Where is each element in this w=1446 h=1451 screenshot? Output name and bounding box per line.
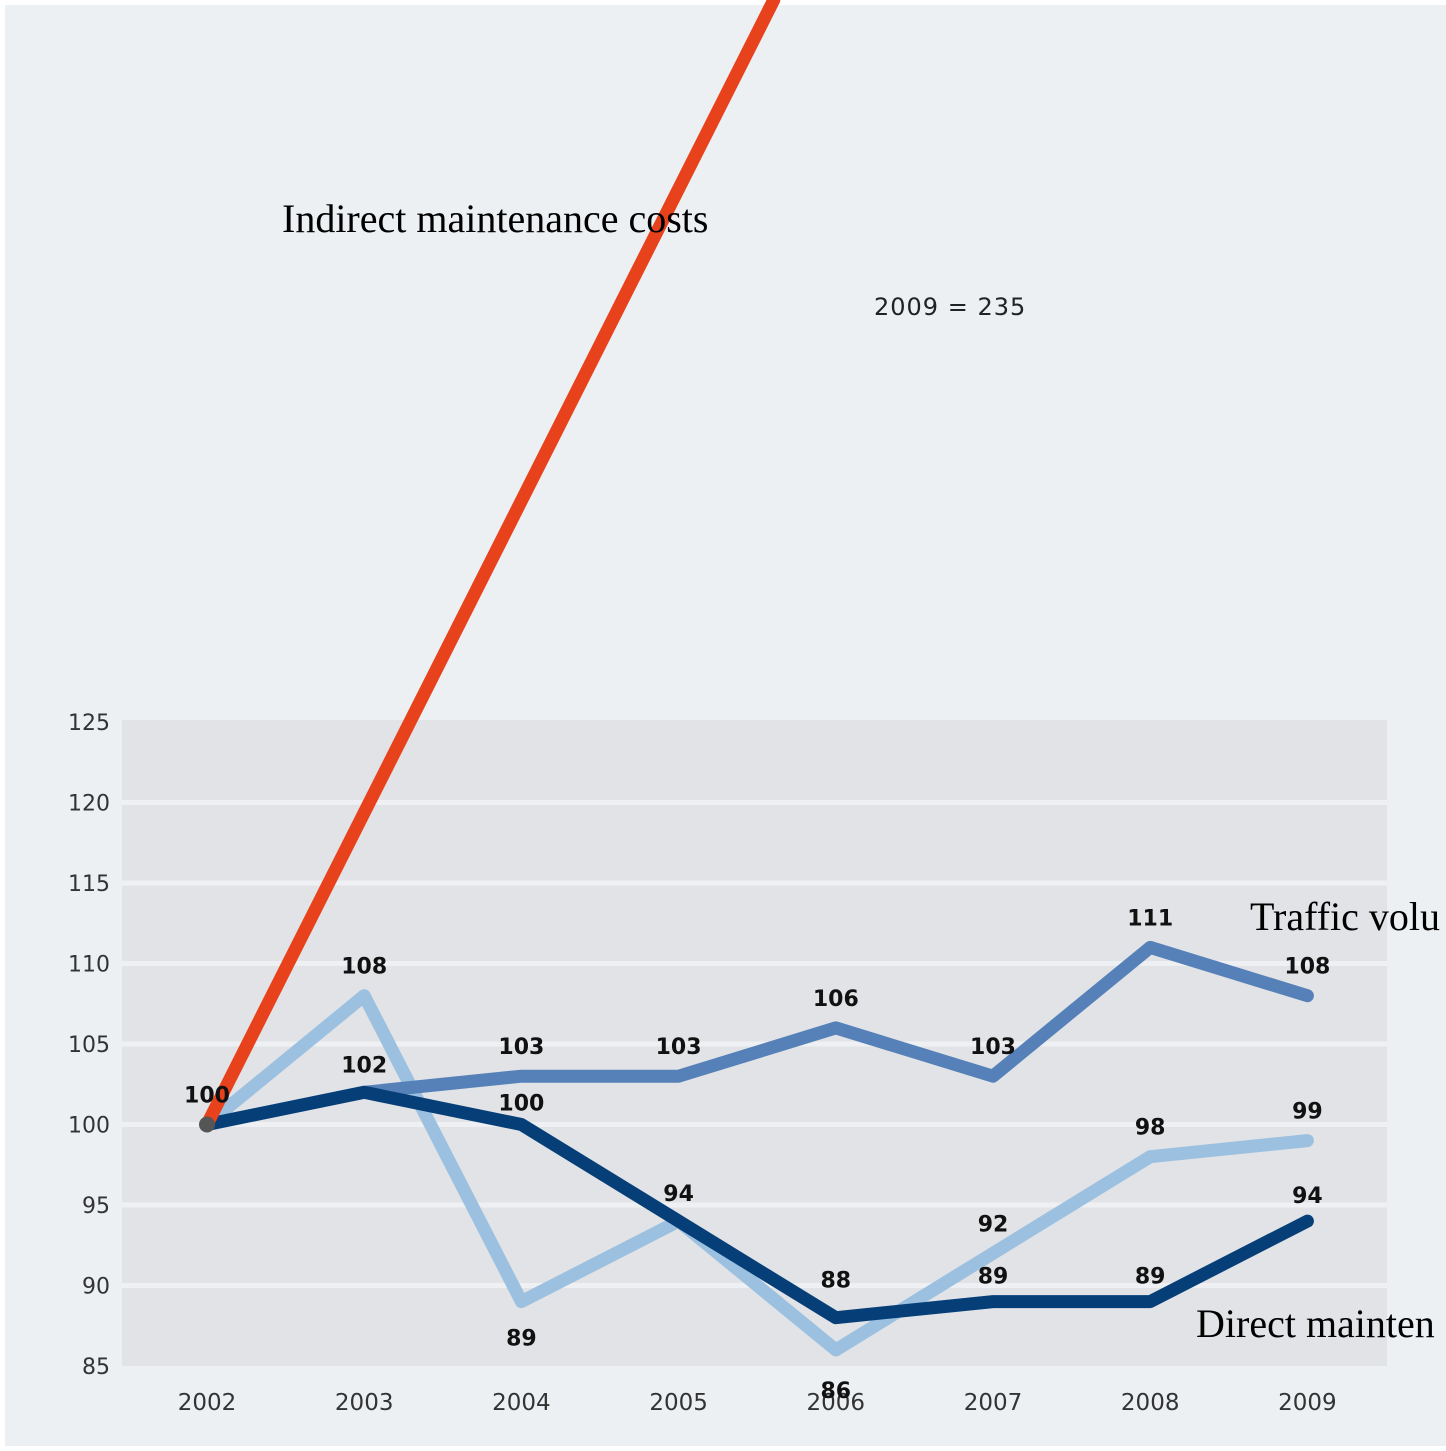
traffic-volume-label: Traffic volu <box>1250 894 1440 939</box>
data-label: 89 <box>1135 1265 1166 1290</box>
y-tick-label: 110 <box>68 953 110 978</box>
data-label: 103 <box>656 1035 702 1060</box>
data-point <box>519 1299 524 1304</box>
x-tick-label: 2004 <box>492 1390 551 1416</box>
x-tick-label: 2009 <box>1278 1390 1337 1416</box>
y-tick-label: 85 <box>82 1355 110 1380</box>
x-tick-label: 2008 <box>1121 1390 1180 1416</box>
y-axis: 85 90 95 100 105 110 115 120 125 <box>68 711 110 1380</box>
data-point <box>1305 993 1310 998</box>
y-tick-label: 125 <box>68 711 110 736</box>
y-tick-label: 105 <box>68 1033 110 1058</box>
data-point <box>991 1299 995 1304</box>
data-point <box>519 1122 524 1127</box>
data-point <box>1148 945 1153 950</box>
data-point <box>1305 1219 1310 1224</box>
data-point <box>1148 1299 1153 1304</box>
data-label: 103 <box>498 1035 544 1060</box>
data-labels: 108 89 86 92 98 99 100 103 103 106 103 111 108 102 100… <box>184 906 1330 1404</box>
direct-costs-label: Direct mainten <box>1196 1301 1435 1346</box>
data-point <box>519 1074 524 1079</box>
series-line <box>200 0 781 1131</box>
data-point <box>833 1315 838 1320</box>
data-point <box>991 1251 995 1256</box>
data-point <box>991 1074 995 1079</box>
data-point <box>1148 1154 1153 1159</box>
y-tick-label: 115 <box>68 872 110 897</box>
data-label: 108 <box>341 955 387 980</box>
data-label: 86 <box>820 1379 851 1404</box>
x-tick-label: 2002 <box>178 1390 237 1416</box>
data-point <box>362 993 367 998</box>
y-tick-label: 120 <box>68 792 110 817</box>
x-axis: 2002 2003 2004 2005 2006 2007 2008 2009 <box>178 1390 1337 1416</box>
data-point <box>833 1347 838 1352</box>
series-line <box>200 940 1314 1131</box>
data-label: 92 <box>978 1212 1009 1237</box>
series-line <box>200 989 1314 1357</box>
data-label: 94 <box>663 1182 694 1207</box>
series-lines <box>199 0 1314 1357</box>
data-label: 99 <box>1292 1100 1323 1125</box>
data-label: 100 <box>498 1092 544 1117</box>
data-point <box>362 1090 367 1095</box>
data-point <box>1305 1138 1310 1143</box>
data-point <box>833 1025 838 1030</box>
indirect-2009-value-note: 2009 = 235 <box>874 293 1026 321</box>
data-point <box>676 1219 681 1224</box>
data-label: 98 <box>1135 1116 1166 1141</box>
data-label: 94 <box>1292 1184 1323 1209</box>
data-point <box>199 1116 215 1133</box>
data-point <box>676 1074 681 1079</box>
x-tick-label: 2003 <box>335 1390 394 1416</box>
data-label: 89 <box>978 1265 1009 1290</box>
x-tick-label: 2006 <box>807 1390 866 1416</box>
data-label: 108 <box>1284 955 1330 980</box>
data-label: 106 <box>813 987 859 1012</box>
data-label: 89 <box>506 1327 537 1352</box>
x-tick-label: 2007 <box>964 1390 1023 1416</box>
x-tick-label: 2005 <box>649 1390 708 1416</box>
y-tick-label: 95 <box>82 1194 110 1219</box>
data-label: 102 <box>341 1053 387 1078</box>
y-tick-label: 100 <box>68 1114 110 1139</box>
series-line <box>200 1085 1314 1325</box>
data-label: 111 <box>1127 906 1173 931</box>
data-label: 100 <box>184 1084 230 1109</box>
indirect-costs-label: Indirect maintenance costs <box>282 196 708 241</box>
y-tick-label: 90 <box>82 1275 110 1300</box>
data-label: 103 <box>970 1035 1016 1060</box>
data-label: 88 <box>820 1269 851 1294</box>
